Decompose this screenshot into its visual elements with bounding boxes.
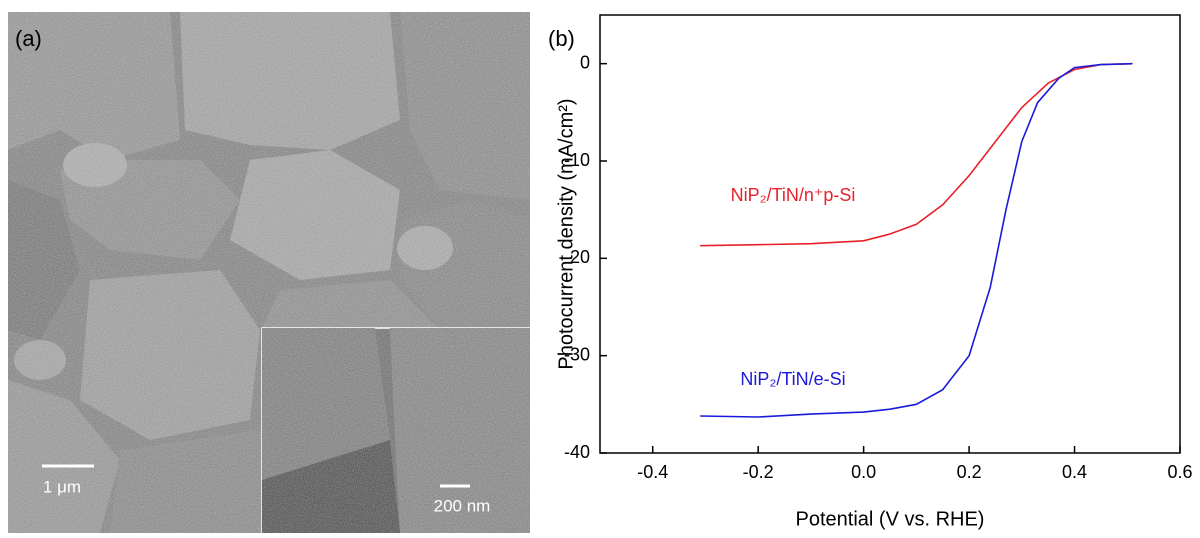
- y-tick-label: -10: [564, 150, 590, 170]
- x-tick-label: 0.2: [957, 462, 982, 482]
- x-tick-label: 0.0: [851, 462, 876, 482]
- panel-label: (a): [15, 26, 42, 51]
- y-tick-label: 0: [580, 52, 590, 72]
- x-tick-label: -0.4: [637, 462, 668, 482]
- series-label: NiP₂/TiN/n⁺p-Si: [731, 185, 856, 205]
- inset-scale-bar-label: 200 nm: [434, 496, 491, 515]
- scale-bar-label: 1 μm: [43, 477, 81, 496]
- y-tick-label: -30: [564, 344, 590, 364]
- y-axis-label: Photocurrent density (mA/cm²): [555, 98, 577, 369]
- y-tick-label: -20: [564, 247, 590, 267]
- plot-frame: [599, 14, 1181, 454]
- x-tick-label: -0.2: [743, 462, 774, 482]
- y-tick-label: -40: [564, 442, 590, 462]
- x-axis-label: Potential (V vs. RHE): [796, 508, 985, 530]
- x-tick-label: 0.4: [1062, 462, 1087, 482]
- series-line: [700, 62, 1133, 418]
- series-label: NiP₂/TiN/e-Si: [740, 369, 845, 389]
- series-line: [700, 62, 1133, 247]
- x-tick-label: 0.6: [1167, 462, 1192, 482]
- sem-image: [8, 12, 530, 533]
- panel-label: (b): [548, 26, 575, 51]
